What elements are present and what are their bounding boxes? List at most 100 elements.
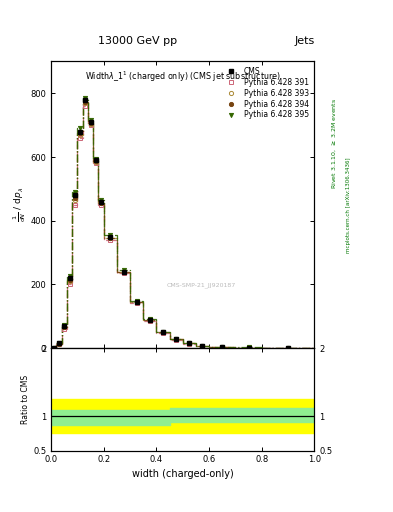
Line: Pythia 6.428 393: Pythia 6.428 393 [51,101,290,350]
Pythia 6.428 394 [200,343,205,349]
Pythia 6.428 395 [88,117,93,123]
Pythia 6.428 391 [108,237,113,243]
Text: Jets: Jets [294,36,314,46]
Pythia 6.428 395 [134,298,139,304]
Text: 13000 GeV pp: 13000 GeV pp [98,36,177,46]
Pythia 6.428 393 [51,345,56,351]
Text: Rivet 3.1.10, $\geq$ 3.2M events: Rivet 3.1.10, $\geq$ 3.2M events [330,98,338,189]
X-axis label: width (charged-only): width (charged-only) [132,468,233,479]
CMS [220,344,225,350]
CMS [134,299,139,305]
CMS [72,192,77,198]
Pythia 6.428 393 [286,345,290,351]
CMS [57,340,61,347]
Pythia 6.428 395 [99,197,103,203]
Pythia 6.428 391 [94,160,98,166]
CMS [83,97,88,103]
Pythia 6.428 394 [51,345,56,351]
Text: mcplots.cern.ch [arXiv:1306.3436]: mcplots.cern.ch [arXiv:1306.3436] [346,157,351,252]
CMS [78,129,83,135]
Pythia 6.428 393 [220,344,225,350]
Y-axis label: $\frac{1}{\mathrm{d}N}$ / $\mathrm{d}p_{\lambda}$: $\frac{1}{\mathrm{d}N}$ / $\mathrm{d}p_{… [11,187,28,222]
CMS [88,119,93,125]
Pythia 6.428 391 [51,345,56,351]
Line: Pythia 6.428 391: Pythia 6.428 391 [51,104,290,350]
Pythia 6.428 395 [83,95,88,101]
Pythia 6.428 391 [72,202,77,208]
Pythia 6.428 395 [62,322,67,328]
Pythia 6.428 394 [286,345,290,351]
Pythia 6.428 391 [134,300,139,306]
Pythia 6.428 391 [57,342,61,348]
Pythia 6.428 393 [187,340,192,347]
Pythia 6.428 395 [57,340,61,346]
Pythia 6.428 393 [99,200,103,206]
Pythia 6.428 394 [134,299,139,305]
Pythia 6.428 395 [108,232,113,238]
Pythia 6.428 391 [88,122,93,128]
Pythia 6.428 391 [161,330,165,336]
Pythia 6.428 394 [108,235,113,241]
Pythia 6.428 391 [78,135,83,141]
CMS [108,233,113,240]
Text: Width$\lambda$_1$^1$ (charged only) (CMS jet substructure): Width$\lambda$_1$^1$ (charged only) (CMS… [85,70,281,84]
Pythia 6.428 395 [94,156,98,162]
Pythia 6.428 395 [246,345,251,351]
Pythia 6.428 395 [174,336,178,342]
Pythia 6.428 394 [78,130,83,136]
Pythia 6.428 394 [174,336,178,343]
Pythia 6.428 393 [246,345,251,351]
Pythia 6.428 395 [51,345,56,351]
Pythia 6.428 394 [57,340,61,347]
Pythia 6.428 395 [187,340,192,346]
Pythia 6.428 393 [161,329,165,335]
Pythia 6.428 394 [147,317,152,324]
Pythia 6.428 395 [200,343,205,349]
Pythia 6.428 394 [220,344,225,350]
Pythia 6.428 393 [67,278,72,284]
Pythia 6.428 395 [220,344,225,350]
Pythia 6.428 391 [187,340,192,347]
Pythia 6.428 393 [174,336,178,343]
Pythia 6.428 393 [108,235,113,241]
Pythia 6.428 394 [161,329,165,335]
Pythia 6.428 393 [121,269,126,275]
CMS [62,323,67,329]
Pythia 6.428 394 [121,269,126,275]
Pythia 6.428 394 [187,340,192,347]
Pythia 6.428 394 [246,345,251,351]
Pythia 6.428 394 [88,120,93,126]
Pythia 6.428 391 [121,270,126,276]
Pythia 6.428 393 [83,100,88,106]
Pythia 6.428 395 [286,345,290,351]
Pythia 6.428 393 [147,317,152,324]
Pythia 6.428 395 [147,316,152,323]
Pythia 6.428 393 [57,341,61,347]
Pythia 6.428 394 [94,158,98,164]
CMS [200,343,205,349]
Text: CMS-SMP-21_JJ920187: CMS-SMP-21_JJ920187 [167,282,236,288]
CMS [99,199,103,205]
Pythia 6.428 391 [200,343,205,349]
CMS [286,345,290,351]
Pythia 6.428 395 [121,267,126,273]
Pythia 6.428 394 [62,324,67,330]
CMS [51,345,56,351]
Y-axis label: Ratio to CMS: Ratio to CMS [21,375,30,424]
Line: Pythia 6.428 395: Pythia 6.428 395 [51,96,290,350]
Pythia 6.428 395 [161,329,165,335]
Legend: CMS, Pythia 6.428 391, Pythia 6.428 393, Pythia 6.428 394, Pythia 6.428 395: CMS, Pythia 6.428 391, Pythia 6.428 393,… [220,65,310,121]
Pythia 6.428 393 [200,343,205,349]
Pythia 6.428 394 [83,99,88,105]
Pythia 6.428 395 [78,125,83,132]
CMS [121,269,126,275]
Pythia 6.428 391 [83,103,88,109]
CMS [94,157,98,163]
Pythia 6.428 391 [67,282,72,288]
CMS [147,317,152,323]
Pythia 6.428 393 [88,120,93,126]
Pythia 6.428 391 [246,345,251,351]
Pythia 6.428 394 [99,200,103,206]
Pythia 6.428 393 [62,325,67,331]
Pythia 6.428 393 [94,159,98,165]
